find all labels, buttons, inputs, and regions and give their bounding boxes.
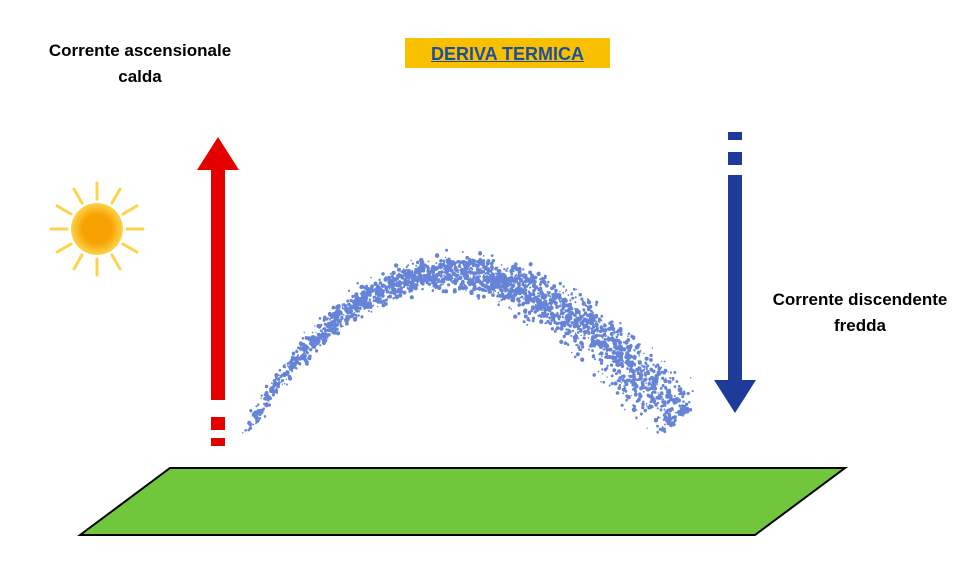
diagram-title: DERIVA TERMICA bbox=[405, 38, 610, 68]
cold-current-label: Corrente discendente fredda bbox=[750, 287, 970, 338]
cold-current-label-line2: fredda bbox=[834, 316, 886, 335]
arrow-up-icon bbox=[197, 137, 239, 446]
hot-current-label-line2: calda bbox=[118, 67, 161, 86]
hot-current-label-line1: Corrente ascensionale bbox=[49, 41, 231, 60]
ground-label-right: DERIVA bbox=[560, 497, 619, 515]
spray-drift-icon bbox=[242, 249, 694, 434]
arrow-down-icon bbox=[714, 132, 756, 413]
ground-plane bbox=[80, 468, 845, 535]
cold-current-label-line1: Corrente discendente bbox=[773, 290, 948, 309]
hot-current-label: Corrente ascensionale calda bbox=[35, 38, 245, 89]
ground-label-left: DISERBO bbox=[198, 480, 271, 498]
sun-icon bbox=[51, 183, 143, 275]
